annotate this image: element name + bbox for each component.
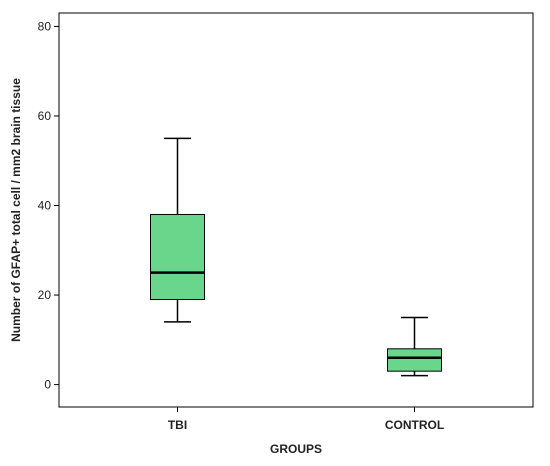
y-tick-label-20: 20 [38, 288, 52, 302]
iqr-box [387, 348, 442, 372]
x-axis-title: GROUPS [270, 442, 322, 456]
box-1 [387, 316, 442, 377]
y-axis-title: Number of GFAP+ total cell / mm2 brain t… [9, 78, 23, 342]
y-tick-label-80: 80 [38, 19, 52, 33]
y-tick-label-0: 0 [44, 378, 51, 392]
x-category-label-0: TBI [168, 418, 187, 432]
iqr-box [150, 213, 205, 301]
y-tick-label-40: 40 [38, 199, 52, 213]
box-series [150, 137, 442, 377]
x-axis-ticks: TBI CONTROL [168, 407, 444, 432]
plot-frame [58, 12, 534, 408]
y-tick-label-60: 60 [38, 109, 52, 123]
y-axis-ticks: 0 20 40 60 80 [38, 19, 59, 392]
x-category-label-1: CONTROL [385, 418, 444, 432]
box-0 [150, 137, 205, 323]
